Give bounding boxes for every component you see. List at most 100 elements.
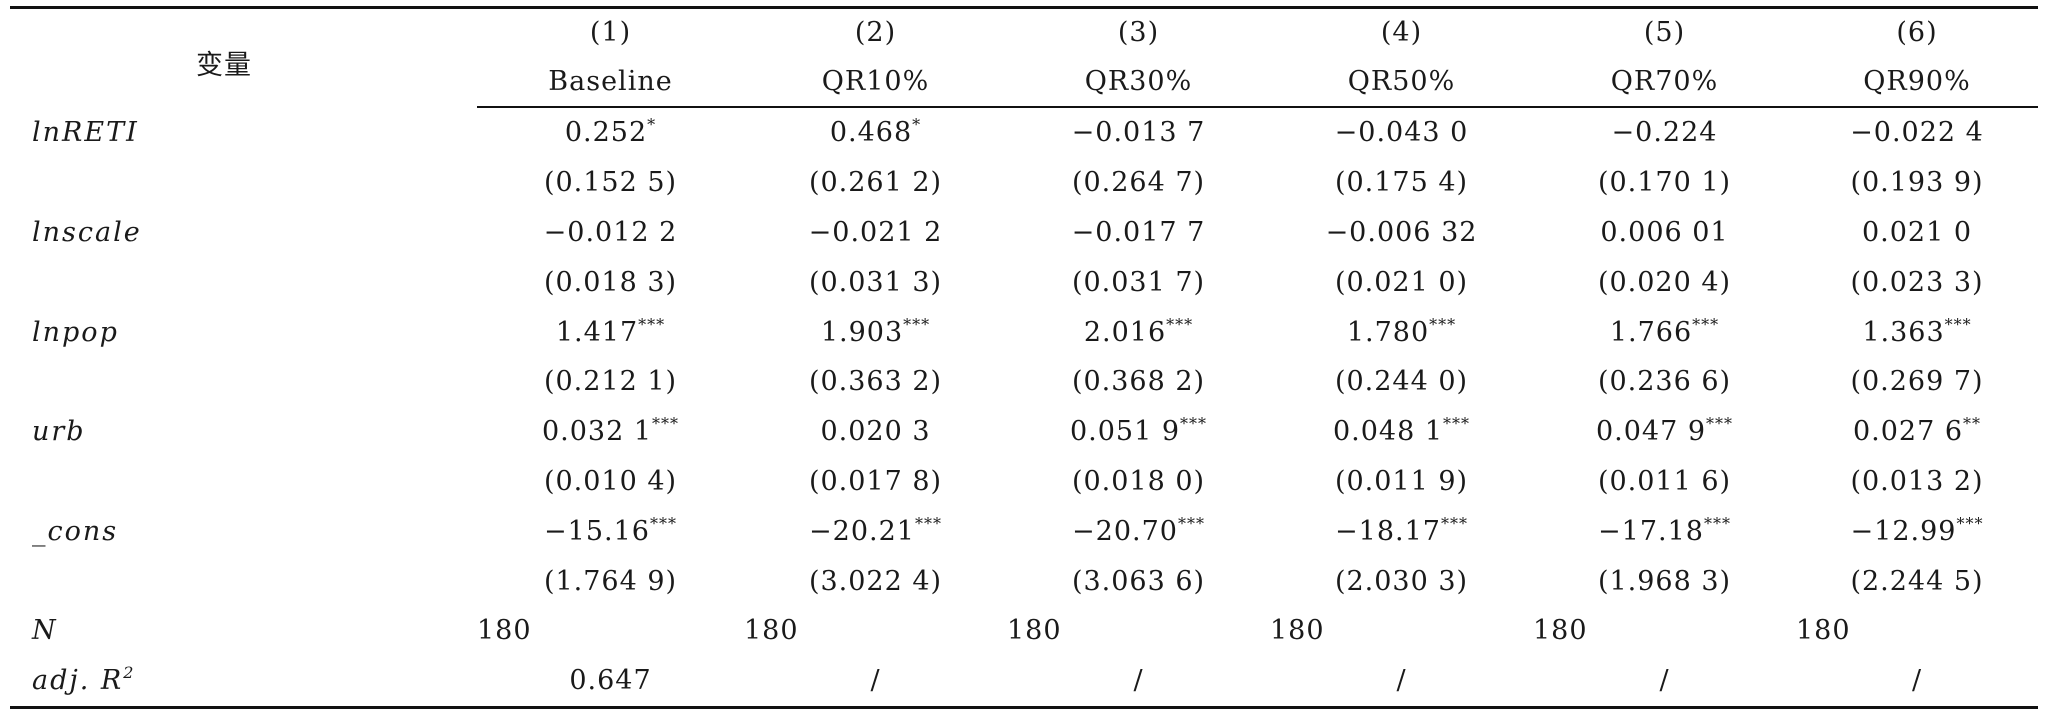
value-text: (0.011 6) — [1597, 465, 1732, 497]
value-cell: (0.011 9) — [1270, 457, 1533, 507]
value-text: / — [1659, 665, 1670, 697]
value-text: −0.043 0 — [1334, 117, 1469, 149]
value-text: / — [1133, 665, 1144, 697]
value-text: (3.022 4) — [808, 565, 943, 597]
value-cell: 0.006 01 — [1533, 208, 1796, 258]
header-row-numbers: 变量 (1) (2) (3) (4) (5) (6) — [10, 9, 2038, 81]
value-cell: (0.017 8) — [744, 457, 1007, 507]
value-cell: / — [1007, 656, 1270, 706]
table-row: (0.212 1) (0.363 2) (0.368 2) (0.244 0) (0.2… — [10, 357, 2038, 407]
regression-table: 变量 (1) (2) (3) (4) (5) (6) Baseline QR10… — [10, 9, 2038, 706]
variable-header: 变量 — [196, 50, 252, 81]
significance-stars: *** — [1956, 513, 1984, 533]
column-label: QR10% — [744, 56, 1007, 108]
value-text: 0.468 — [829, 117, 913, 149]
value-text: (0.018 0) — [1071, 465, 1206, 497]
value-cell: −12.99*** — [1796, 506, 2038, 556]
value-text: 180 — [1007, 615, 1062, 647]
value-cell: (0.018 0) — [1007, 457, 1270, 507]
value-text: −0.006 32 — [1325, 216, 1478, 248]
value-cell: 180 — [1533, 606, 1796, 656]
value-cell: 0.051 9*** — [1007, 407, 1270, 457]
value-text: −18.17 — [1335, 515, 1441, 547]
value-text: 0.252 — [564, 117, 648, 149]
value-text: (0.170 1) — [1597, 167, 1732, 199]
value-text: / — [1911, 665, 1923, 697]
value-cell: −15.16*** — [477, 506, 744, 556]
value-text: 180 — [1533, 615, 1588, 647]
value-text: 1.363 — [1862, 316, 1945, 348]
value-text: (0.021 0) — [1334, 266, 1469, 298]
value-text: 0.048 1 — [1332, 416, 1444, 448]
value-cell: −0.017 7 — [1007, 208, 1270, 258]
variable-name-text: lnscale — [32, 216, 142, 248]
significance-stars: *** — [1692, 314, 1720, 334]
significance-stars: *** — [638, 314, 666, 334]
column-label: Baseline — [477, 56, 744, 108]
column-label: QR70% — [1533, 56, 1796, 108]
value-text: 0.027 6 — [1852, 416, 1964, 448]
value-cell: (0.212 1) — [477, 357, 744, 407]
significance-stars: * — [647, 115, 657, 135]
value-cell: (0.013 2) — [1796, 457, 2038, 507]
value-cell: 0.027 6** — [1796, 407, 2038, 457]
column-number: (1) — [589, 17, 632, 48]
significance-stars: *** — [1443, 414, 1471, 434]
value-text: (0.175 4) — [1334, 167, 1469, 199]
value-text: (0.031 7) — [1071, 266, 1206, 298]
value-text: (0.017 8) — [808, 465, 943, 497]
value-text: −0.013 7 — [1071, 117, 1206, 149]
significance-stars: ** — [1963, 414, 1982, 434]
variable-name-text: _cons — [32, 515, 119, 547]
value-text: (0.193 9) — [1850, 167, 1984, 199]
significance-stars: *** — [1177, 513, 1205, 533]
table-row: lnRETI 0.252* 0.468* −0.013 7 −0.043 0 −0.224… — [10, 107, 2038, 158]
value-cell: −0.021 2 — [744, 208, 1007, 258]
significance-stars: *** — [903, 314, 931, 334]
value-text: −12.99 — [1850, 515, 1957, 547]
value-cell: (2.244 5) — [1796, 556, 2038, 606]
value-text: 180 — [744, 615, 799, 647]
row-variable-name: _cons — [10, 506, 477, 556]
value-cell: (0.264 7) — [1007, 158, 1270, 208]
row-variable-name: urb — [10, 407, 477, 457]
value-cell: / — [744, 656, 1007, 706]
value-text: (0.269 7) — [1850, 366, 1984, 398]
value-text: 0.051 9 — [1069, 416, 1181, 448]
value-text: −0.022 4 — [1850, 117, 1984, 149]
value-text: 0.021 0 — [1861, 216, 1973, 248]
value-cell: (0.031 7) — [1007, 257, 1270, 307]
value-cell: (3.063 6) — [1007, 556, 1270, 606]
table-row: lnpop 1.417*** 1.903*** 2.016*** 1.780*** 1.7… — [10, 307, 2038, 357]
value-text: (0.261 2) — [808, 167, 943, 199]
value-cell: −0.006 32 — [1270, 208, 1533, 258]
significance-stars: *** — [1166, 314, 1194, 334]
value-cell: 0.048 1*** — [1270, 407, 1533, 457]
value-cell: −0.022 4 — [1796, 107, 2038, 158]
significance-stars: * — [912, 115, 922, 135]
value-cell: (1.764 9) — [477, 556, 744, 606]
value-cell: 0.032 1*** — [477, 407, 744, 457]
value-text: (1.764 9) — [543, 565, 678, 597]
value-cell: 180 — [1270, 606, 1533, 656]
value-text: 0.647 — [569, 665, 652, 697]
value-cell: 0.468* — [744, 107, 1007, 158]
value-cell: −18.17*** — [1270, 506, 1533, 556]
value-cell: (1.968 3) — [1533, 556, 1796, 606]
value-text: (1.968 3) — [1597, 565, 1732, 597]
value-text: (0.236 6) — [1597, 366, 1732, 398]
significance-stars: *** — [1429, 314, 1457, 334]
row-variable-name — [10, 457, 477, 507]
row-variable-name: adj. R2 — [10, 656, 477, 706]
value-cell: 0.647 — [477, 656, 744, 706]
significance-stars: *** — [652, 414, 680, 434]
value-text: (0.212 1) — [543, 366, 678, 398]
value-cell: −0.043 0 — [1270, 107, 1533, 158]
column-label: QR30% — [1007, 56, 1270, 108]
value-text: (0.011 9) — [1334, 465, 1469, 497]
value-text: (2.244 5) — [1850, 565, 1984, 597]
value-cell: −17.18*** — [1533, 506, 1796, 556]
value-text: (0.244 0) — [1334, 366, 1469, 398]
significance-stars: *** — [1180, 414, 1208, 434]
value-cell: (0.363 2) — [744, 357, 1007, 407]
